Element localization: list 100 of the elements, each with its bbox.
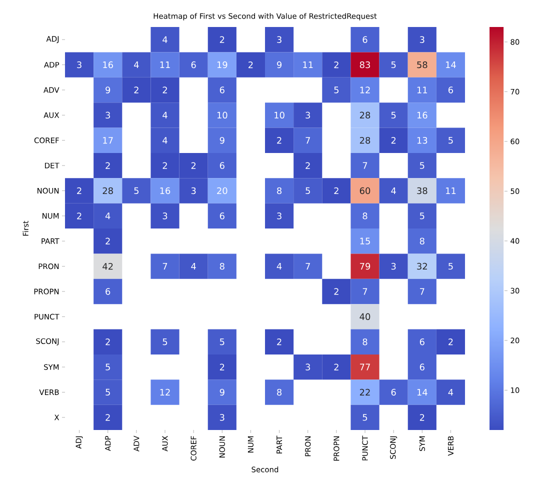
data-label: 5 bbox=[306, 187, 310, 194]
data-label: 8 bbox=[362, 338, 368, 346]
data-label: 8 bbox=[220, 262, 224, 270]
data-label: 2 bbox=[420, 414, 424, 421]
data-label: 38 bbox=[417, 187, 428, 194]
data-label: 4 bbox=[276, 263, 282, 270]
data-label: 2 bbox=[106, 238, 110, 244]
data-label: 5 bbox=[106, 364, 110, 370]
data-label: 3 bbox=[391, 262, 396, 270]
data-label: 6 bbox=[391, 388, 396, 396]
data-label: 79 bbox=[360, 262, 370, 270]
data-label: 6 bbox=[420, 338, 424, 346]
data-label: 3 bbox=[277, 212, 282, 220]
data-label: 10 bbox=[274, 112, 284, 119]
data-label: 2 bbox=[220, 36, 224, 43]
data-label: 28 bbox=[360, 112, 370, 119]
data-label: 5 bbox=[334, 86, 338, 94]
data-label: 9 bbox=[276, 61, 282, 68]
data-label: 4 bbox=[162, 137, 168, 144]
data-label: 11 bbox=[417, 86, 428, 94]
data-label: 7 bbox=[420, 288, 424, 295]
data-label: 83 bbox=[360, 61, 370, 68]
data-label: 2 bbox=[77, 212, 82, 220]
data-label: 5 bbox=[420, 162, 424, 169]
data-label: 6 bbox=[362, 36, 368, 43]
data-label: 5 bbox=[448, 137, 453, 144]
data-label: 4 bbox=[448, 388, 454, 396]
data-label: 4 bbox=[391, 187, 396, 194]
data-label: 60 bbox=[360, 187, 370, 194]
data-label: 12 bbox=[160, 388, 170, 396]
data-label: 4 bbox=[191, 263, 196, 270]
data-label: 11 bbox=[160, 62, 170, 68]
data-label: 3 bbox=[191, 187, 196, 194]
data-label: 14 bbox=[446, 62, 456, 68]
data-label: 2 bbox=[448, 338, 453, 346]
data-label: 8 bbox=[277, 388, 282, 396]
data-label: 7 bbox=[362, 162, 368, 169]
data-label: 2 bbox=[134, 86, 138, 94]
data-label: 3 bbox=[277, 36, 282, 43]
data-label: 8 bbox=[277, 187, 282, 194]
data-label: 6 bbox=[106, 288, 110, 295]
data-label: 12 bbox=[360, 86, 370, 94]
data-label: 5 bbox=[391, 112, 396, 118]
data-label: 4 bbox=[162, 36, 168, 43]
data-label: 11 bbox=[446, 187, 456, 194]
data-label: 6 bbox=[220, 212, 224, 220]
data-label: 40 bbox=[360, 313, 370, 320]
data-label: 2 bbox=[334, 61, 338, 68]
data-label: 2 bbox=[191, 162, 196, 169]
data-label: 16 bbox=[160, 187, 170, 194]
data-label: 2 bbox=[106, 414, 110, 421]
data-label: 3 bbox=[420, 36, 424, 43]
data-label: 6 bbox=[220, 162, 224, 169]
data-label: 2 bbox=[277, 137, 282, 144]
data-label: 77 bbox=[360, 364, 370, 370]
data-label: 4 bbox=[134, 62, 139, 68]
data-label: 4 bbox=[105, 212, 110, 220]
data-label: 16 bbox=[103, 61, 113, 68]
data-label: 7 bbox=[306, 263, 310, 270]
data-label: 2 bbox=[77, 187, 82, 194]
data-label: 32 bbox=[417, 262, 427, 270]
data-label: 2 bbox=[106, 338, 110, 346]
data-label: 8 bbox=[420, 238, 424, 244]
data-label: 28 bbox=[102, 187, 113, 194]
data-label: 7 bbox=[362, 288, 368, 295]
data-label: 3 bbox=[306, 364, 310, 370]
data-label: 3 bbox=[106, 112, 110, 119]
data-label: 2 bbox=[220, 364, 224, 370]
data-label: 2 bbox=[248, 61, 253, 68]
data-label: 28 bbox=[360, 136, 370, 144]
data-label: 3 bbox=[306, 112, 310, 119]
data-label: 3 bbox=[220, 414, 224, 421]
data-label: 8 bbox=[362, 212, 368, 220]
data-label: 2 bbox=[277, 338, 282, 346]
data-label: 9 bbox=[220, 136, 224, 144]
data-label: 2 bbox=[162, 162, 167, 169]
data-label: 22 bbox=[360, 388, 370, 396]
data-label: 2 bbox=[334, 364, 338, 370]
data-label: 7 bbox=[306, 137, 310, 144]
data-label: 5 bbox=[134, 187, 138, 194]
data-label: 3 bbox=[162, 212, 168, 220]
data-label: 5 bbox=[220, 338, 224, 346]
data-label: 4 bbox=[162, 112, 168, 118]
data-label: 3 bbox=[77, 61, 82, 68]
data-label: 5 bbox=[106, 388, 110, 396]
data-label: 5 bbox=[448, 262, 453, 270]
data-label: 17 bbox=[103, 137, 113, 144]
data-label: 42 bbox=[102, 262, 113, 270]
data-label: 6 bbox=[420, 364, 424, 370]
data-label: 13 bbox=[417, 136, 428, 144]
data-label: 16 bbox=[417, 112, 428, 119]
data-label: 2 bbox=[334, 288, 338, 295]
data-label: 11 bbox=[303, 62, 313, 68]
data-label: 2 bbox=[391, 137, 396, 144]
data-label: 5 bbox=[391, 61, 396, 68]
data-label: 15 bbox=[360, 238, 370, 244]
data-label: 20 bbox=[217, 187, 228, 194]
data-label: 2 bbox=[306, 162, 310, 169]
data-label: 5 bbox=[362, 414, 368, 421]
data-label: 10 bbox=[217, 112, 228, 119]
